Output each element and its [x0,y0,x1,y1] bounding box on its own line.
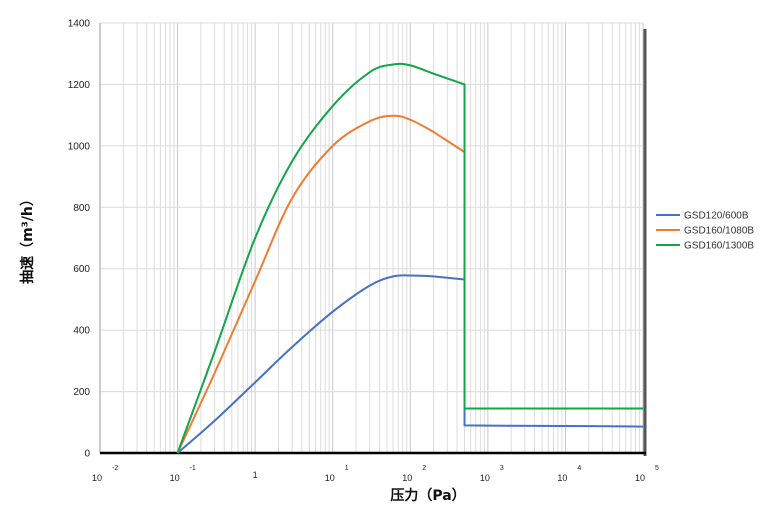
x-tick-base: 10 [557,473,567,483]
x-tick-label: 10 1 [325,465,349,483]
legend-entry: GSD160/1300B [656,241,754,252]
y-tick-label: 1200 [68,80,91,91]
x-tick-base: 1 [253,470,258,480]
x-tick-base: 10 [325,473,335,483]
x-tick-exponent: 1 [345,465,349,472]
x-tick-label: 10 -1 [170,465,196,483]
x-tick-base: 10 [480,473,490,483]
y-tick-labels: 0 200 400 600 800 1000 1200 1400 [68,19,91,460]
x-tick-label: 10 2 [402,465,426,483]
x-tick-labels: 10 -2 10 -1 1 10 1 10 2 10 3 10 4 10 5 [92,465,659,483]
legend: GSD120/600B GSD160/1080B GSD160/1300B [656,211,754,252]
x-tick-exponent: 5 [655,465,659,472]
x-tick-exponent: -2 [112,465,118,472]
x-tick-base: 10 [402,473,412,483]
series-lines [176,62,644,454]
y-tick-label: 0 [84,449,90,460]
legend-label: GSD160/1080B [684,226,754,237]
series-line-gsd120-600b [176,274,644,454]
legend-entry: GSD120/600B [656,211,749,222]
x-tick-label: 10 5 [635,465,659,483]
x-tick-base: 10 [170,473,180,483]
series-line-gsd160-1300b [176,62,643,454]
legend-entry: GSD160/1080B [656,226,754,237]
y-tick-label: 600 [73,264,90,275]
x-tick-label: 10 3 [480,465,504,483]
legend-label: GSD120/600B [684,211,749,222]
axes [99,23,647,456]
y-tick-label: 400 [73,326,90,337]
x-tick-base: 10 [92,473,102,483]
x-tick-exponent: -1 [190,465,196,472]
legend-label: GSD160/1300B [684,241,754,252]
x-axis-label: 压力（Pa） [390,487,465,504]
x-tick-exponent: 3 [500,465,504,472]
gridlines [99,22,644,454]
y-tick-label: 1000 [68,141,91,152]
x-tick-base: 10 [635,473,645,483]
x-tick-label: 10 4 [557,465,581,483]
x-tick-label: 10 -2 [92,465,118,483]
x-tick-exponent: 2 [422,465,426,472]
y-tick-label: 800 [73,203,90,214]
y-axis-label: 抽速（m³/h） [19,192,36,284]
y-tick-label: 1400 [68,19,91,30]
x-tick-label: 1 [253,470,258,480]
x-tick-exponent: 4 [577,465,581,472]
y-tick-label: 200 [73,387,90,398]
